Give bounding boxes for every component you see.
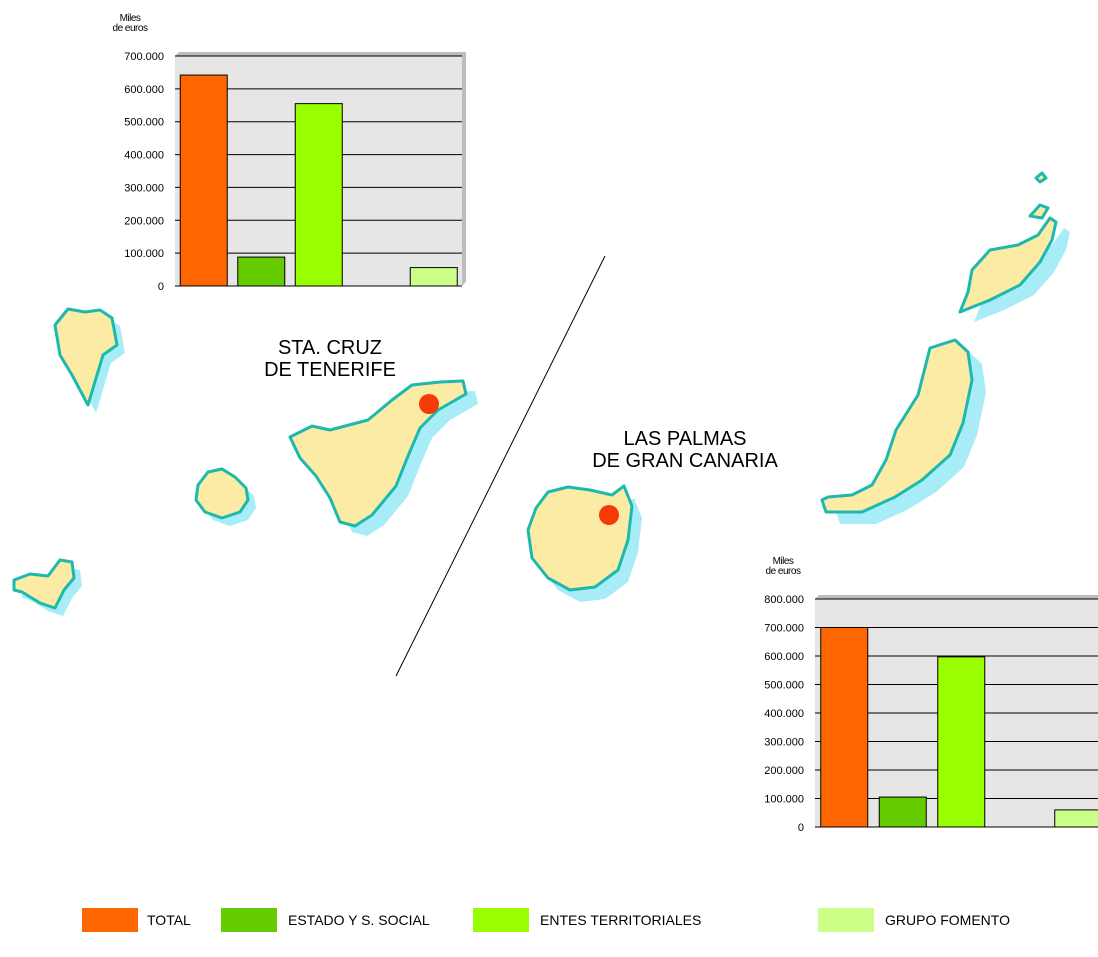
palmas-ytick-label: 300.000 bbox=[764, 737, 804, 749]
el-hierro-island bbox=[12, 558, 76, 610]
tenerife-ytick-label: 100.000 bbox=[124, 248, 164, 260]
palmas-ytick-label: 500.000 bbox=[764, 680, 804, 692]
la-graciosa-island bbox=[1028, 203, 1050, 220]
palmas-bar-grupo-fomento bbox=[1054, 809, 1098, 828]
lanzarote-island bbox=[958, 216, 1058, 314]
tenerife-region-label: STA. CRUZ DE TENERIFE bbox=[250, 337, 410, 381]
la-gomera-island bbox=[194, 467, 250, 520]
palmas-bar-chart: 0 100.000 200.000 300.000 400.000 500.000 600.… bbox=[764, 594, 1098, 834]
tenerife-ytick-label: 200.000 bbox=[124, 215, 164, 227]
tenerife-bar-chart: 0 100.000 200.000 300.000 400.000 500.000 600.… bbox=[124, 51, 466, 293]
palmas-unit-line2: de euros bbox=[765, 566, 801, 577]
tenerife-bar-entes-territoriales bbox=[294, 103, 343, 287]
chart-legend: TOTAL ESTADO Y S. SOCIAL ENTES TERRITORI… bbox=[0, 908, 1098, 938]
palmas-bar-entes-territoriales bbox=[937, 656, 986, 828]
santa-cruz-capital-dot bbox=[419, 394, 439, 414]
legend-label-estado: ESTADO Y S. SOCIAL bbox=[288, 912, 430, 928]
palmas-bar-estado-y-s-social bbox=[878, 796, 927, 828]
palmas-region-line1: LAS PALMAS bbox=[623, 428, 747, 450]
tenerife-ytick-label: 500.000 bbox=[124, 117, 164, 129]
palmas-ytick-label: 400.000 bbox=[764, 708, 804, 720]
palmas-region-line2: DE GRAN CANARIA bbox=[592, 450, 778, 472]
tenerife-unit-line2: de euros bbox=[112, 23, 148, 34]
las-palmas-capital-dot bbox=[599, 505, 619, 525]
tenerife-ytick-label: 0 bbox=[158, 281, 164, 293]
province-divider bbox=[395, 255, 606, 677]
palmas-ytick-label: 200.000 bbox=[764, 765, 804, 777]
palmas-ytick-label: 0 bbox=[798, 822, 804, 834]
alegranza-islet bbox=[1034, 171, 1048, 184]
fuerteventura-island bbox=[820, 338, 974, 514]
tenerife-bar-total bbox=[179, 74, 228, 287]
tenerife-ytick-label: 300.000 bbox=[124, 182, 164, 194]
palmas-region-label: LAS PALMAS DE GRAN CANARIA bbox=[555, 428, 815, 472]
legend-swatch-entes bbox=[473, 908, 529, 932]
legend-label-entes: ENTES TERRITORIALES bbox=[540, 912, 702, 928]
tenerife-region-line1: STA. CRUZ bbox=[277, 337, 383, 359]
tenerife-unit-label: Miles de euros bbox=[100, 14, 160, 34]
tenerife-region-line2: DE TENERIFE bbox=[264, 359, 396, 381]
tenerife-ytick-label: 700.000 bbox=[124, 51, 164, 63]
la-palma-island bbox=[53, 307, 119, 407]
legend-swatch-total bbox=[82, 908, 138, 932]
palmas-unit-line1: Miles bbox=[772, 556, 794, 567]
palmas-ytick-label: 800.000 bbox=[764, 594, 804, 606]
tenerife-ytick-label: 400.000 bbox=[124, 150, 164, 162]
tenerife-island bbox=[288, 379, 468, 528]
legend-swatch-estado bbox=[221, 908, 277, 932]
legend-label-total: TOTAL bbox=[147, 912, 191, 928]
palmas-bar-total bbox=[820, 627, 869, 828]
tenerife-bar-grupo-fomento bbox=[409, 267, 458, 287]
tenerife-ytick-label: 600.000 bbox=[124, 84, 164, 96]
palmas-unit-label: Miles de euros bbox=[753, 557, 813, 577]
palmas-ytick-label: 100.000 bbox=[764, 794, 804, 806]
tenerife-bar-estado-y-s-social bbox=[237, 256, 286, 287]
tenerife-unit-line1: Miles bbox=[119, 13, 141, 24]
palmas-ytick-label: 700.000 bbox=[764, 623, 804, 635]
legend-label-fomento: GRUPO FOMENTO bbox=[885, 912, 1010, 928]
legend-swatch-fomento bbox=[818, 908, 874, 932]
palmas-ytick-label: 600.000 bbox=[764, 651, 804, 663]
